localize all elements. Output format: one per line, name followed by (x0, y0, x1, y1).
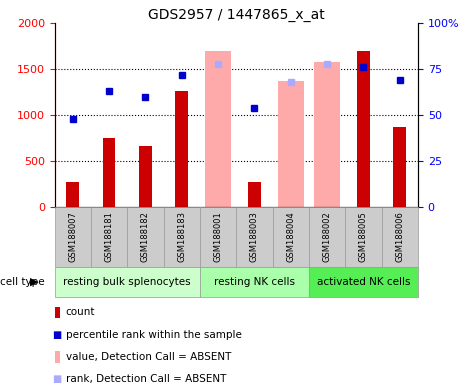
Bar (314, 62, 340, 207)
Text: GSM188183: GSM188183 (177, 211, 186, 262)
Bar (309, 207, 345, 267)
Text: ■: ■ (53, 329, 62, 339)
Text: GSM188007: GSM188007 (68, 211, 77, 262)
Bar (163, 207, 200, 267)
Bar (200, 207, 237, 267)
Bar (139, 146, 152, 207)
Text: GSM188006: GSM188006 (395, 211, 404, 262)
Bar (127, 207, 163, 267)
Text: cell type: cell type (0, 277, 45, 287)
Text: ■: ■ (53, 374, 62, 384)
Bar (66, 182, 79, 207)
Bar (248, 182, 261, 207)
Bar (103, 138, 115, 207)
Text: activated NK cells: activated NK cells (317, 277, 410, 287)
Text: percentile rank within the sample: percentile rank within the sample (66, 329, 241, 339)
Text: ▶: ▶ (30, 277, 38, 287)
Text: rank, Detection Call = ABSENT: rank, Detection Call = ABSENT (66, 374, 226, 384)
Bar (309, 267, 418, 297)
Bar (200, 267, 309, 297)
Text: GSM188005: GSM188005 (359, 211, 368, 262)
Text: GSM188002: GSM188002 (323, 211, 332, 262)
Title: GDS2957 / 1447865_x_at: GDS2957 / 1447865_x_at (148, 8, 325, 22)
Bar (91, 207, 127, 267)
Bar (175, 91, 188, 207)
Bar (205, 51, 231, 207)
Text: GSM188001: GSM188001 (214, 211, 223, 262)
Text: resting bulk splenocytes: resting bulk splenocytes (64, 277, 191, 287)
Bar (55, 267, 200, 297)
Text: GSM188003: GSM188003 (250, 211, 259, 262)
Text: count: count (66, 307, 95, 317)
Text: GSM188004: GSM188004 (286, 211, 295, 262)
Bar (357, 51, 370, 207)
Text: GSM188181: GSM188181 (104, 211, 114, 262)
Text: value, Detection Call = ABSENT: value, Detection Call = ABSENT (66, 352, 231, 362)
Bar (278, 81, 304, 207)
Bar (393, 127, 406, 207)
Text: resting NK cells: resting NK cells (214, 277, 295, 287)
Text: GSM188182: GSM188182 (141, 211, 150, 262)
Bar (55, 207, 91, 267)
Bar (237, 207, 273, 267)
Bar (381, 207, 418, 267)
Bar (273, 207, 309, 267)
Bar (345, 207, 381, 267)
